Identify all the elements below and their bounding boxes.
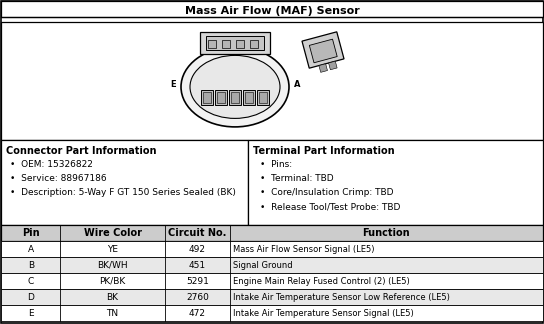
Bar <box>1 273 543 289</box>
Text: 2760: 2760 <box>186 293 209 302</box>
Text: Signal Ground: Signal Ground <box>233 260 293 270</box>
Text: •  Core/Insulation Crimp: TBD: • Core/Insulation Crimp: TBD <box>260 188 393 197</box>
Bar <box>245 92 253 103</box>
Bar <box>243 90 255 105</box>
Bar <box>319 64 327 72</box>
Bar <box>206 36 264 50</box>
Bar <box>1 257 543 273</box>
Text: Pin: Pin <box>22 228 40 238</box>
Text: BK/WH: BK/WH <box>97 260 128 270</box>
Bar <box>1 1 543 17</box>
Ellipse shape <box>181 47 289 127</box>
Text: Intake Air Temperature Sensor Signal (LE5): Intake Air Temperature Sensor Signal (LE… <box>233 308 414 318</box>
Text: E: E <box>28 308 34 318</box>
Text: 492: 492 <box>189 245 206 253</box>
Bar <box>229 90 241 105</box>
Text: TN: TN <box>107 308 119 318</box>
Text: Mass Air Flow (MAF) Sensor: Mass Air Flow (MAF) Sensor <box>184 6 360 16</box>
Bar <box>310 39 337 63</box>
Text: A: A <box>28 245 34 253</box>
Text: Engine Main Relay Fused Control (2) (LE5): Engine Main Relay Fused Control (2) (LE5… <box>233 276 410 285</box>
Bar <box>302 32 344 68</box>
Bar <box>236 40 244 48</box>
Text: YE: YE <box>107 245 118 253</box>
Text: A: A <box>294 80 300 89</box>
Bar <box>1 289 543 305</box>
Text: Wire Color: Wire Color <box>83 228 141 238</box>
Text: PK/BK: PK/BK <box>100 276 126 285</box>
Text: Circuit No.: Circuit No. <box>168 228 227 238</box>
Bar <box>259 92 267 103</box>
Bar <box>215 90 227 105</box>
Text: •  Pins:: • Pins: <box>260 160 292 169</box>
Text: Mass Air Flow Sensor Signal (LE5): Mass Air Flow Sensor Signal (LE5) <box>233 245 374 253</box>
Bar <box>1 225 543 241</box>
Text: B: B <box>28 260 34 270</box>
Bar <box>231 92 239 103</box>
Text: •  Release Tool/Test Probe: TBD: • Release Tool/Test Probe: TBD <box>260 202 400 211</box>
Bar <box>208 40 216 48</box>
Text: Terminal Part Information: Terminal Part Information <box>253 146 394 156</box>
Text: Connector Part Information: Connector Part Information <box>6 146 157 156</box>
Text: •  Terminal: TBD: • Terminal: TBD <box>260 174 333 183</box>
Bar <box>201 90 213 105</box>
Text: Function: Function <box>362 228 409 238</box>
Bar <box>248 140 543 225</box>
Ellipse shape <box>190 55 280 118</box>
Bar <box>257 90 269 105</box>
Text: C: C <box>28 276 34 285</box>
Text: D: D <box>28 293 34 302</box>
Text: •  Service: 88967186: • Service: 88967186 <box>10 174 107 183</box>
Text: 5291: 5291 <box>186 276 209 285</box>
Text: 472: 472 <box>189 308 206 318</box>
Bar <box>1 241 543 257</box>
Bar <box>250 40 258 48</box>
Bar <box>329 61 337 70</box>
Bar <box>200 32 270 54</box>
Text: E: E <box>170 80 176 89</box>
Bar <box>217 92 225 103</box>
Text: BK: BK <box>107 293 119 302</box>
Text: •  OEM: 15326822: • OEM: 15326822 <box>10 160 93 169</box>
Bar <box>203 92 211 103</box>
Bar <box>1 140 248 225</box>
Bar <box>1 305 543 321</box>
Text: •  Description: 5-Way F GT 150 Series Sealed (BK): • Description: 5-Way F GT 150 Series Sea… <box>10 188 236 197</box>
Text: 451: 451 <box>189 260 206 270</box>
Text: Intake Air Temperature Sensor Low Reference (LE5): Intake Air Temperature Sensor Low Refere… <box>233 293 450 302</box>
Bar <box>1 22 543 140</box>
Bar <box>222 40 230 48</box>
